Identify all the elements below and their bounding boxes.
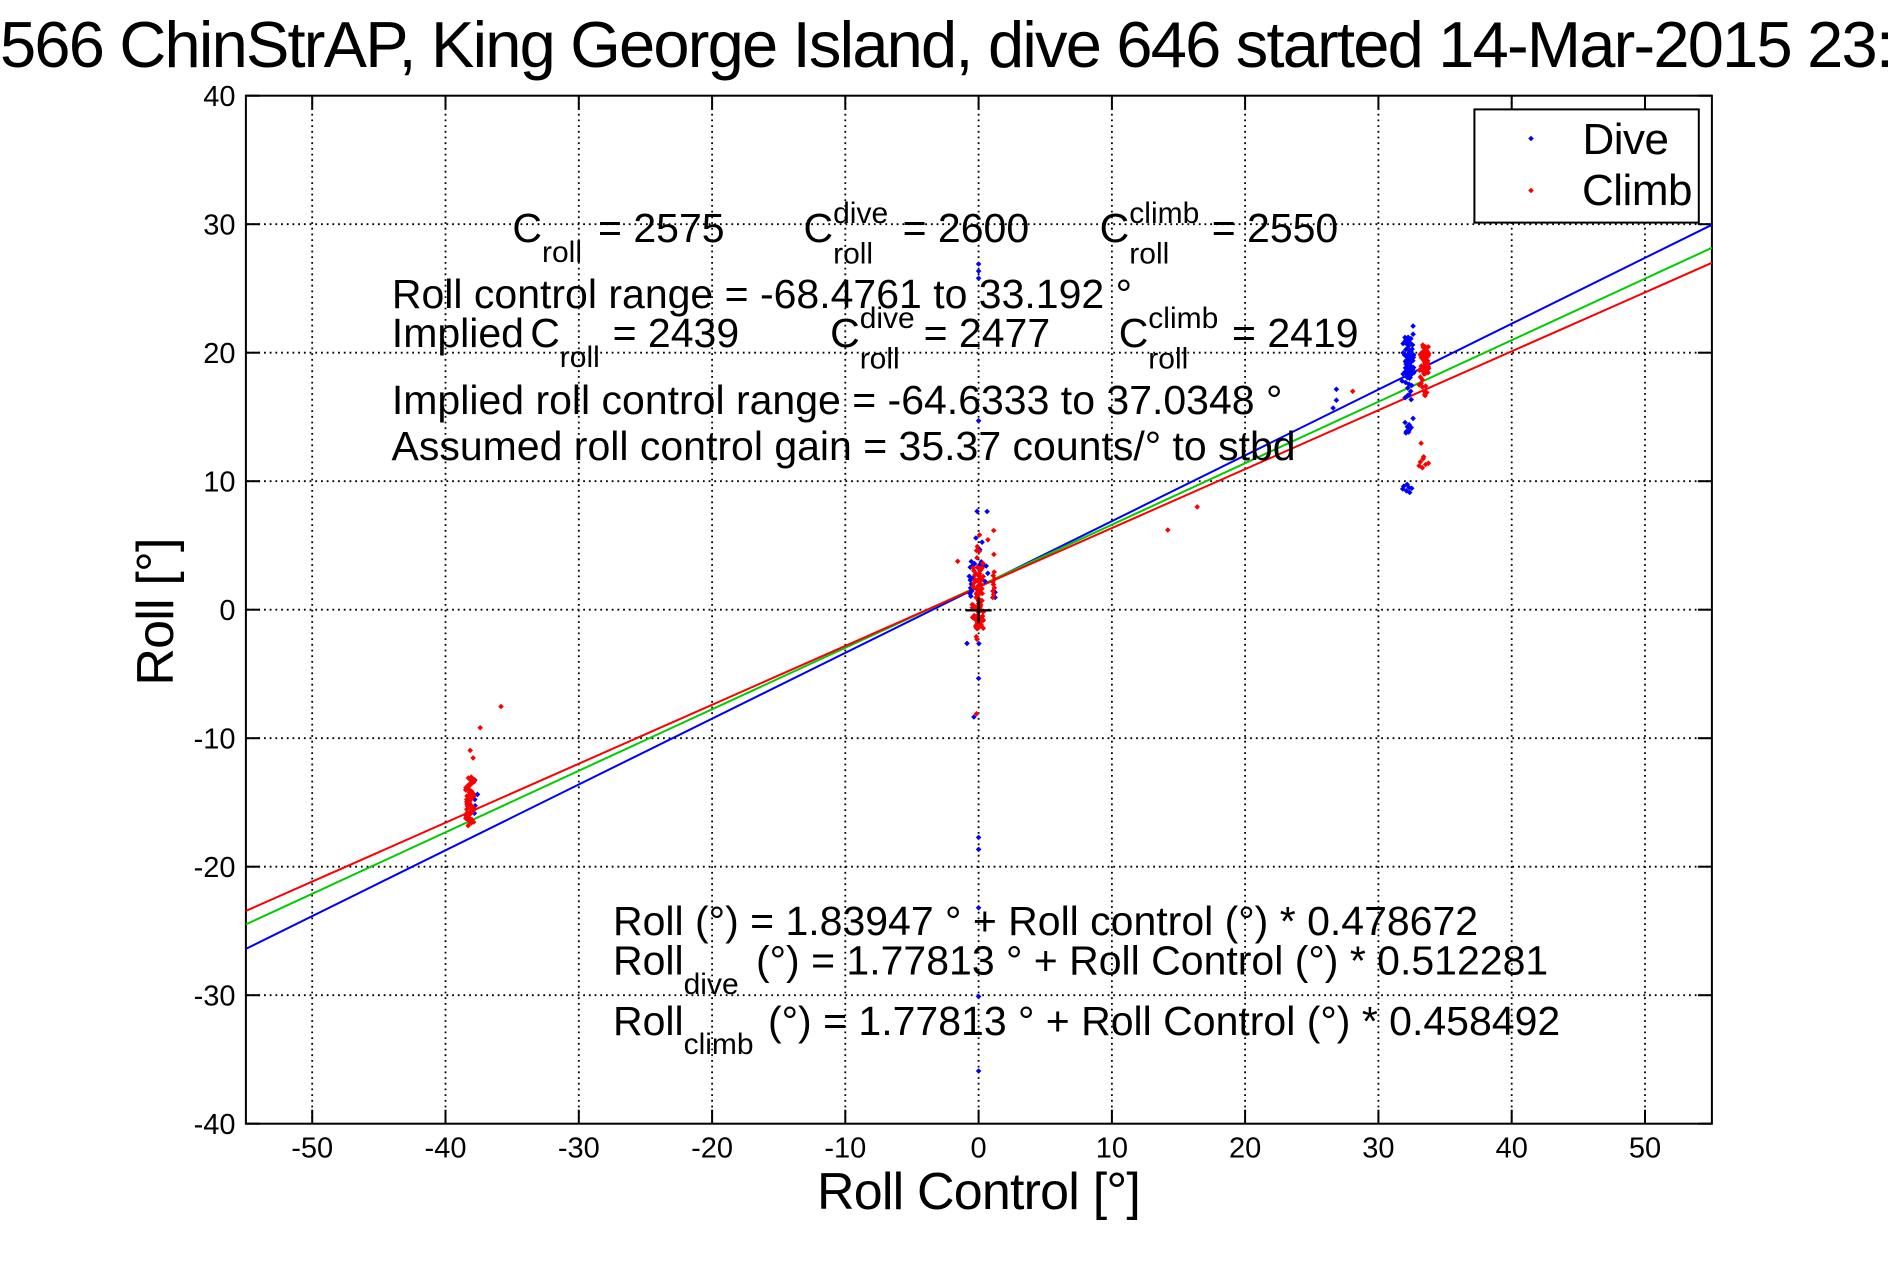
svg-text:Roll Control [°]: Roll Control [°]: [817, 1163, 1140, 1221]
svg-text:-20: -20: [691, 1132, 733, 1164]
svg-text:= 2419: = 2419: [1232, 310, 1359, 356]
svg-text:climb: climb: [684, 1028, 754, 1061]
svg-text:(°) = 1.77813 ° + Roll Control: (°) = 1.77813 ° + Roll Control (°) * 0.4…: [768, 998, 1560, 1044]
svg-text:Dive: Dive: [1583, 115, 1669, 164]
svg-text:10: 10: [203, 467, 235, 499]
svg-text:C: C: [830, 310, 860, 356]
svg-text:-30: -30: [194, 981, 236, 1013]
svg-text:= 2477: = 2477: [924, 310, 1051, 356]
svg-text:10: 10: [1096, 1132, 1128, 1164]
svg-text:-10: -10: [824, 1132, 866, 1164]
svg-text:C: C: [512, 205, 542, 251]
svg-text:= 2600: = 2600: [903, 205, 1030, 251]
svg-text:-40: -40: [194, 1109, 236, 1141]
svg-text:dive: dive: [833, 197, 888, 230]
svg-text:40: 40: [1496, 1132, 1528, 1164]
svg-text:roll: roll: [1148, 343, 1188, 376]
svg-text:Roll: Roll: [613, 998, 684, 1044]
svg-text:C: C: [1100, 205, 1130, 251]
svg-text:climb: climb: [1148, 302, 1218, 335]
svg-text:roll: roll: [860, 343, 900, 376]
svg-text:-10: -10: [194, 724, 236, 756]
svg-text:-30: -30: [558, 1132, 600, 1164]
svg-text:566 ChinStrAP, King George Isl: 566 ChinStrAP, King George Island, dive …: [0, 8, 1891, 81]
svg-text:-40: -40: [425, 1132, 467, 1164]
svg-text:roll: roll: [560, 341, 600, 374]
svg-text:C: C: [1119, 310, 1149, 356]
svg-text:20: 20: [1229, 1132, 1261, 1164]
svg-text:Roll (°) = 1.83947 ° + Roll co: Roll (°) = 1.83947 ° + Roll control (°) …: [613, 898, 1478, 944]
svg-text:-20: -20: [194, 852, 236, 884]
svg-text:Roll [°]: Roll [°]: [127, 538, 185, 685]
svg-text:= 2550: = 2550: [1212, 205, 1339, 251]
svg-text:30: 30: [203, 210, 235, 242]
svg-text:C: C: [804, 205, 834, 251]
svg-text:C: C: [530, 310, 560, 356]
svg-text:dive: dive: [684, 968, 739, 1001]
svg-text:Assumed roll control gain = 35: Assumed roll control gain = 35.37 counts…: [392, 423, 1296, 469]
svg-text:Implied: Implied: [392, 310, 524, 356]
svg-text:Roll: Roll: [613, 938, 684, 984]
svg-text:climb: climb: [1129, 197, 1199, 230]
svg-text:Implied roll control range = -: Implied roll control range = -64.6333 to…: [392, 377, 1283, 423]
svg-text:(°) = 1.77813 ° + Roll Control: (°) = 1.77813 ° + Roll Control (°) * 0.5…: [756, 938, 1548, 984]
svg-text:roll: roll: [542, 236, 582, 269]
svg-text:= 2575: = 2575: [598, 205, 725, 251]
svg-text:= 2439: = 2439: [613, 310, 740, 356]
svg-text:50: 50: [1629, 1132, 1661, 1164]
svg-text:0: 0: [219, 595, 235, 627]
svg-text:dive: dive: [860, 302, 915, 335]
svg-text:roll: roll: [833, 238, 873, 271]
svg-text:-50: -50: [291, 1132, 333, 1164]
svg-text:Roll control range = -68.4761: Roll control range = -68.4761 to 33.192 …: [392, 271, 1132, 317]
svg-text:Climb: Climb: [1582, 166, 1692, 215]
svg-text:roll: roll: [1129, 238, 1169, 271]
svg-text:0: 0: [971, 1132, 987, 1164]
svg-text:30: 30: [1362, 1132, 1394, 1164]
svg-text:40: 40: [203, 81, 235, 113]
svg-text:20: 20: [203, 338, 235, 370]
